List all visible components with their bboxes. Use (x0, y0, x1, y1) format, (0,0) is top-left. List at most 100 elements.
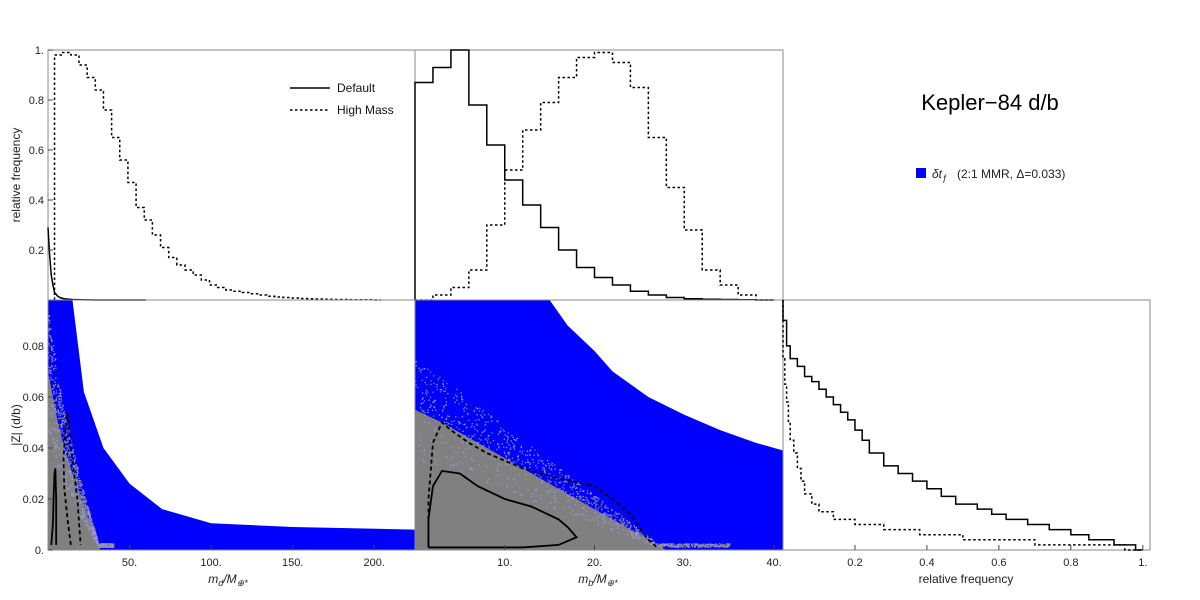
scatter-mb-speckle-dot (688, 546, 690, 548)
scatter-mb-speckle-dot (724, 546, 726, 548)
scatter-md-speckle-dot (53, 450, 55, 452)
scatter-md-speckle-dot (48, 315, 51, 317)
scatter-mb-speckle-dot (594, 506, 597, 508)
scatter-md-speckle-dot (63, 449, 66, 451)
scatter-mb-speckle-dot (512, 461, 515, 463)
scatter-mb-speckle-dot (709, 543, 712, 545)
scatter-mb-speckle-dot (512, 442, 514, 445)
scatter-mb-speckle-dot (563, 501, 565, 503)
scatter-mb-speckle-dot (611, 518, 613, 520)
scatter-mb-speckle-dot (479, 477, 481, 479)
scatter-md-speckle-dot (74, 496, 76, 498)
scatter-md-speckle-dot (60, 391, 62, 393)
scatter-mb-speckle-dot (611, 508, 613, 511)
scatter-md-speckle-dot (58, 400, 60, 402)
scatter-mb-speckle-dot (571, 497, 574, 500)
scatter-md-speckle-dot (49, 422, 51, 424)
scatter-mb-speckle-dot (545, 465, 547, 467)
scatter-mb-speckle-dot (688, 543, 690, 545)
scatter-mb-speckle-dot (532, 458, 534, 461)
scatter-mb-speckle-dot (468, 469, 470, 471)
scatter-mb-speckle-dot (644, 540, 646, 543)
scatter-md-contour-high-mass (62, 412, 82, 546)
scatter-mb-speckle-dot (415, 361, 417, 363)
xlabel-hist-z: relative frequency (919, 572, 1014, 586)
scatter-md-speckle-dot (62, 437, 64, 439)
scatter-md-speckle-dot (72, 499, 75, 502)
scatter-md-speckle-dot (73, 492, 75, 494)
scatter-mb-speckle-dot (617, 526, 619, 528)
scatter-mb-speckle-dot (604, 514, 606, 516)
scatter-mb-speckle-dot (722, 546, 724, 548)
scatter-mb-speckle-dot (571, 488, 573, 490)
scatter-mb-speckle-dot (530, 496, 533, 498)
scatter-mb-speckle-dot (502, 485, 504, 487)
scatter-mb-speckle-dot (472, 460, 474, 462)
scatter-mb-speckle-dot (432, 401, 434, 403)
scatter-md-speckle-dot (55, 441, 58, 443)
scatter-mb-speckle-dot (474, 441, 476, 443)
scatter-mb-speckle-dot (475, 407, 477, 409)
scatter-md-speckle-dot (52, 359, 54, 362)
scatter-md-speckle-dot (75, 503, 78, 505)
scatter-mb-speckle-dot (666, 544, 668, 546)
scatter-mb-speckle-dot (543, 493, 545, 496)
scatter-mb-speckle-dot (678, 544, 681, 546)
scatter-md-speckle-dot (50, 414, 53, 416)
scatter-mb-speckle-dot (449, 458, 452, 460)
scatter-mb-speckle-dot (586, 498, 588, 500)
scatter-md-speckle-dot (52, 387, 55, 390)
scatter-mb-speckle-dot (601, 526, 604, 528)
scatter-mb-speckle-dot (639, 537, 641, 539)
scatter-mb-speckle-dot (677, 543, 679, 546)
scatter-mb-speckle-dot (701, 546, 703, 548)
scatter-mb-speckle-dot (659, 546, 661, 548)
scatter-md-speckle-dot (80, 512, 82, 514)
scatter-mb-speckle-dot (642, 539, 644, 541)
scatter-md-speckle-dot (59, 394, 62, 396)
scatter-md-speckle-dot (64, 446, 66, 448)
scatter-md-speckle-dot (58, 463, 60, 465)
scatter-md-speckle-dot (52, 407, 55, 409)
scatter-md-speckle-dot (113, 543, 115, 545)
scatter-mb-speckle-dot (466, 426, 468, 428)
scatter-mb-speckle-dot (725, 544, 727, 546)
scatter-md-speckle-dot (61, 457, 63, 460)
scatter-mb-speckle-dot (445, 418, 448, 421)
scatter-md-speckle-dot (91, 528, 93, 530)
scatter-mb-speckle-dot (465, 448, 467, 450)
scatter-mb-speckle-dot (488, 478, 490, 480)
scatter-md-speckle-dot (50, 370, 52, 372)
scatter-md-speckle-dot (65, 441, 67, 444)
scatter-mb-speckle-dot (547, 476, 549, 478)
scatter-mb-speckle-dot (508, 451, 510, 454)
scatter-mb-speckle-dot (461, 416, 464, 418)
scatter-mb-speckle-dot (623, 517, 625, 520)
scatter-md-speckle-dot (71, 445, 73, 447)
scatter-md-speckle-dot (86, 512, 88, 514)
scatter-md-speckle-dot (70, 478, 73, 480)
scatter-md-speckle-dot (66, 431, 68, 433)
scatter-md-speckle-dot (50, 365, 52, 367)
scatter-mb-speckle-dot (650, 538, 652, 540)
scatter-md-speckle-dot (59, 463, 62, 466)
scatter-mb-contour-high-mass (427, 420, 658, 549)
scatter-mb-speckle-dot (596, 496, 598, 498)
scatter-md-speckle-dot (73, 488, 76, 490)
scatter-md-speckle-dot (51, 405, 53, 407)
scatter-md-speckle-dot (53, 451, 56, 453)
scatter-mb-speckle-dot (589, 515, 591, 517)
scatter-mb-speckle-dot (693, 546, 695, 548)
scatter-mb-speckle-dot (646, 539, 649, 542)
scatter-md-speckle-dot (67, 455, 70, 457)
scatter-mb-speckle-dot (418, 435, 420, 437)
scatter-mb-speckle-dot (726, 544, 729, 547)
scatter-mb-speckle-dot (476, 444, 478, 446)
scatter-mb-speckle-dot (434, 427, 436, 430)
scatter-md-speckle-dot (86, 524, 88, 526)
scatter-md-speckle-dot (77, 489, 79, 492)
scatter-mb-speckle-dot (628, 522, 631, 524)
scatter-md-speckle-dot (71, 482, 73, 485)
scatter-mb-speckle-dot (436, 457, 438, 459)
